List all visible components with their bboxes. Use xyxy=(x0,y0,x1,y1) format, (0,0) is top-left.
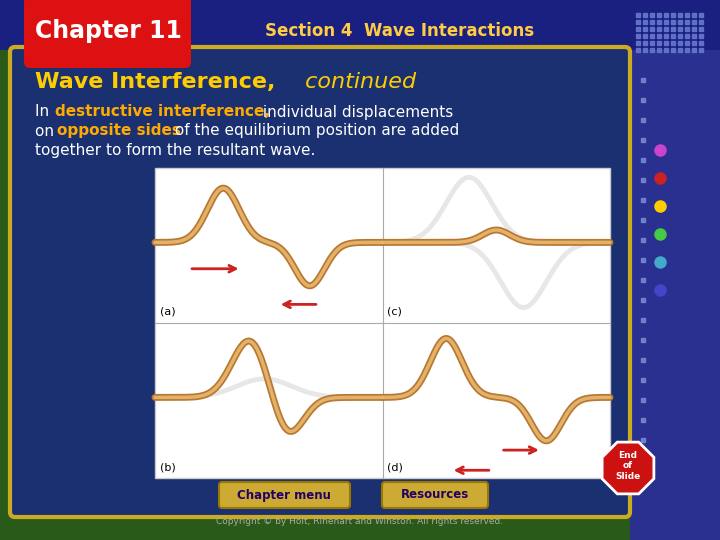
Text: Chapter 11: Chapter 11 xyxy=(35,19,181,43)
FancyBboxPatch shape xyxy=(0,0,720,50)
Text: In: In xyxy=(35,105,54,119)
Text: destructive interference,: destructive interference, xyxy=(55,105,270,119)
Text: (d): (d) xyxy=(387,462,403,472)
Polygon shape xyxy=(602,442,654,494)
Text: opposite sides: opposite sides xyxy=(57,124,181,138)
Text: (b): (b) xyxy=(160,462,176,472)
Text: on: on xyxy=(35,124,59,138)
Text: End
of
Slide: End of Slide xyxy=(616,451,641,481)
Text: (a): (a) xyxy=(160,307,176,317)
Text: continued: continued xyxy=(298,72,416,92)
Text: Wave Interference,: Wave Interference, xyxy=(35,72,275,92)
Text: together to form the resultant wave.: together to form the resultant wave. xyxy=(35,143,315,158)
FancyBboxPatch shape xyxy=(630,0,720,540)
Text: Resources: Resources xyxy=(401,489,469,502)
FancyBboxPatch shape xyxy=(155,168,610,478)
Text: Section 4  Wave Interactions: Section 4 Wave Interactions xyxy=(266,22,534,40)
Text: of the equilibrium position are added: of the equilibrium position are added xyxy=(170,124,459,138)
FancyBboxPatch shape xyxy=(219,482,350,508)
FancyBboxPatch shape xyxy=(24,0,191,68)
Text: Copyright © by Holt, Rinehart and Winston. All rights reserved.: Copyright © by Holt, Rinehart and Winsto… xyxy=(217,517,503,526)
Text: Chapter menu: Chapter menu xyxy=(237,489,331,502)
FancyBboxPatch shape xyxy=(10,47,630,517)
Text: individual displacements: individual displacements xyxy=(258,105,454,119)
FancyBboxPatch shape xyxy=(382,482,488,508)
Text: (c): (c) xyxy=(387,307,402,317)
